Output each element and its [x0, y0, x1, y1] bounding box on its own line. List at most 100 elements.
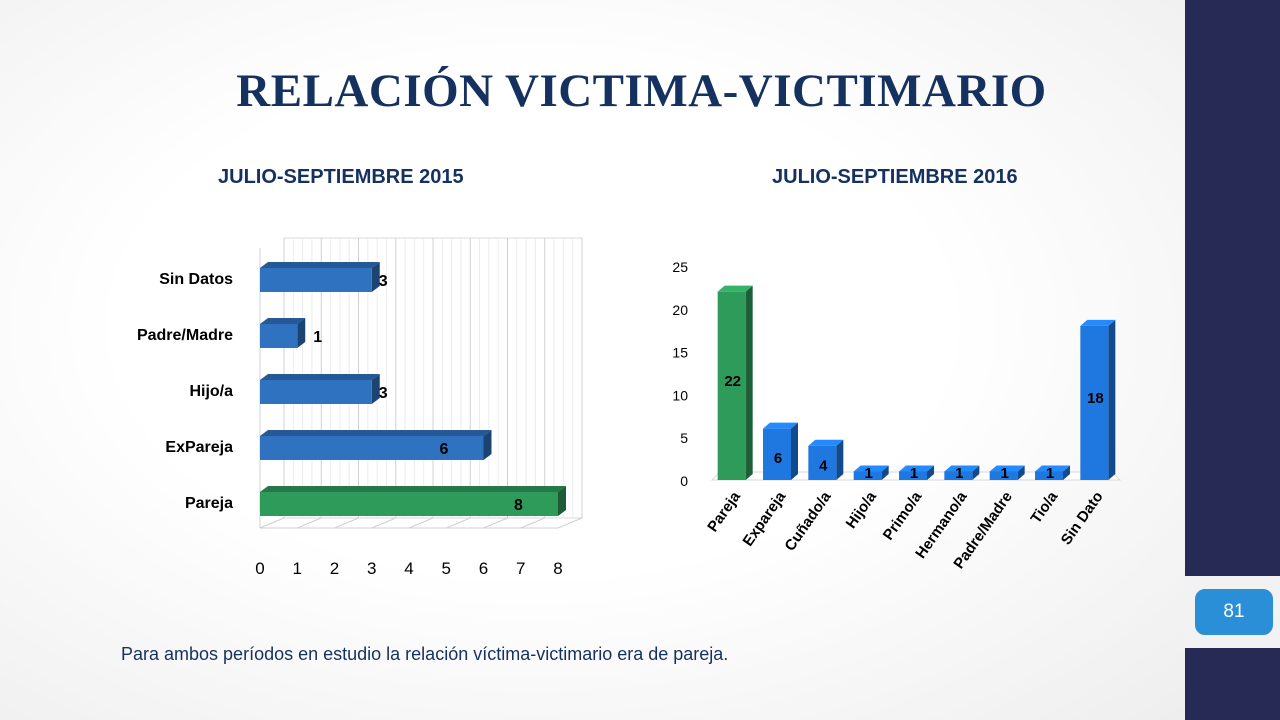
chart-2016-bar: [853, 471, 882, 480]
chart-2015-bar: [260, 324, 298, 348]
chart-2015-category-label: Sin Datos: [159, 271, 233, 288]
chart-2015-x-tick-label: 7: [516, 559, 525, 578]
chart-2015-x-tick-label: 0: [255, 559, 264, 578]
chart-2016-bar: [944, 471, 973, 480]
chart-2015-value-label: 8: [514, 497, 523, 514]
chart-2016-bar-top: [1080, 319, 1116, 326]
chart-2015-bar-top: [260, 430, 492, 436]
chart-2016-value-label: 1: [910, 465, 918, 482]
chart-2015: 0 1 2 3 4 5 6 7 8 8 Pareja 6 ExPareja 3 Hijo/a 1 Padre/M…: [137, 237, 583, 578]
chart-2015-bar-end: [558, 486, 566, 516]
chart-2016-bar-side: [927, 465, 934, 480]
chart-2016-value-label: 4: [819, 458, 828, 475]
chart-2015-category-label: ExPareja: [165, 439, 233, 456]
chart-2015-bar: [260, 268, 372, 292]
chart-2016-bar-side: [1063, 465, 1070, 480]
chart-2015-floor-line: [483, 517, 508, 529]
chart-2016-category-label: Pareja: [704, 488, 744, 535]
chart-2015-floor-line: [334, 517, 359, 529]
chart-2015-floor-line: [297, 517, 322, 529]
chart-2015-x-tick-label: 4: [404, 559, 413, 578]
chart-2016-bar-top: [899, 465, 934, 472]
chart-2016-value-label: 1: [1000, 465, 1008, 482]
chart-2015-x-tick-label: 2: [330, 559, 339, 578]
chart-2015-floor-line: [520, 517, 545, 529]
chart-2015-bar-top: [260, 318, 306, 324]
chart-2016-bar-side: [881, 465, 889, 480]
chart-2016-bar-side: [745, 285, 753, 480]
chart-2016-bar-top: [989, 465, 1025, 472]
chart-2016-bar-top: [944, 465, 980, 472]
chart-2015-value-label: 3: [379, 385, 388, 402]
chart-2016-bar-top: [763, 422, 798, 429]
chart-2016-bar: [1035, 471, 1063, 480]
chart-2016-bar-side: [836, 439, 844, 480]
chart-2016-y-tick-label: 20: [672, 302, 688, 318]
chart-2016-y-tick-label: 0: [680, 473, 688, 489]
chart-2015-x-tick-label: 5: [442, 559, 451, 578]
chart-2015-title: JULIO-SEPTIEMBRE 2015: [218, 166, 464, 188]
chart-2016-category-label: Cuñado/a: [781, 488, 834, 554]
chart-2016-category-label: Tio/a: [1027, 488, 1061, 527]
chart-2015-category-label: Padre/Madre: [137, 327, 233, 344]
chart-2016-category-label: Hijo/a: [843, 488, 881, 532]
chart-2016-category-label: Sin Dato: [1058, 489, 1107, 549]
chart-2015-value-label: 6: [440, 441, 449, 458]
chart-2015-value-label: 3: [379, 273, 388, 290]
page-title: RELACIÓN VICTIMA-VICTIMARIO: [236, 65, 1047, 117]
chart-2015-bar-top: [260, 486, 566, 492]
chart-2016-value-label: 1: [955, 465, 963, 482]
chart-2015-x-tick-label: 1: [293, 559, 302, 578]
chart-2016-bar-side: [972, 465, 980, 480]
chart-2016-y-tick-label: 5: [680, 430, 688, 446]
chart-2015-floor-line: [446, 517, 471, 529]
chart-2015-bar-end: [371, 262, 380, 292]
chart-2015-bar-end: [483, 430, 492, 460]
chart-2016-bar-top: [853, 465, 889, 472]
chart-2016-bar: [1080, 325, 1109, 480]
page-number: 81: [1195, 589, 1273, 635]
chart-2015-floor-line: [259, 517, 285, 529]
chart-2015-floor-line: [371, 517, 396, 529]
chart-2015-floor-line: [557, 517, 583, 529]
chart-2016-bar-top: [717, 285, 753, 292]
chart-2016-value-label: 1: [1046, 465, 1054, 482]
chart-2016-y-tick-label: 15: [672, 345, 688, 361]
chart-2016-bar: [899, 471, 927, 480]
chart-2016-bar: [717, 291, 746, 480]
chart-2015-bar-top: [260, 374, 380, 380]
chart-2015-x-tick-label: 8: [553, 559, 562, 578]
chart-2015-bar-end: [371, 374, 380, 404]
chart-2016-bar: [808, 445, 837, 480]
chart-2015-bar: [260, 492, 558, 516]
chart-2016-bar-side: [1108, 319, 1116, 480]
chart-2015-bar: [260, 380, 372, 404]
chart-2016-title: JULIO-SEPTIEMBRE 2016: [772, 166, 1018, 188]
chart-2016-value-label: 18: [1087, 390, 1104, 407]
chart-2015-bar-end: [297, 318, 306, 348]
chart-2016-value-label: 22: [724, 373, 741, 390]
chart-2016-value-label: 6: [774, 450, 782, 467]
chart-2016-y-tick-label: 10: [672, 387, 688, 403]
chart-2015-floor-line: [408, 517, 434, 529]
chart-2015-category-label: Pareja: [185, 495, 233, 512]
chart-2016-bar-side: [791, 422, 798, 480]
chart-2016-category-label: Primo/a: [880, 488, 926, 543]
caption: Para ambos períodos en estudio la relaci…: [121, 644, 729, 664]
chart-2015-bar-top: [260, 262, 380, 268]
chart-2016-bar-top: [808, 439, 844, 446]
chart-2016-y-tick-label: 25: [672, 259, 688, 275]
chart-2016-bar: [989, 471, 1018, 480]
chart-2016-value-label: 1: [864, 465, 872, 482]
chart-2016-bar: [763, 428, 791, 480]
chart-2015-value-label: 1: [313, 329, 322, 346]
chart-2015-bar: [260, 436, 484, 460]
chart-2016-bar-top: [1035, 465, 1070, 472]
chart-2016-bar-side: [1017, 465, 1025, 480]
chart-2016-category-label: Expareja: [739, 488, 789, 550]
chart-2016: 0 5 10 15 20 25 22 Pareja 6 Expareja 4 Cuñado/a 1 Hij…: [672, 259, 1122, 572]
chart-2015-x-tick-label: 6: [479, 559, 488, 578]
chart-2015-x-tick-label: 3: [367, 559, 376, 578]
chart-2015-category-label: Hijo/a: [189, 383, 233, 400]
slide-background: [0, 0, 1185, 720]
